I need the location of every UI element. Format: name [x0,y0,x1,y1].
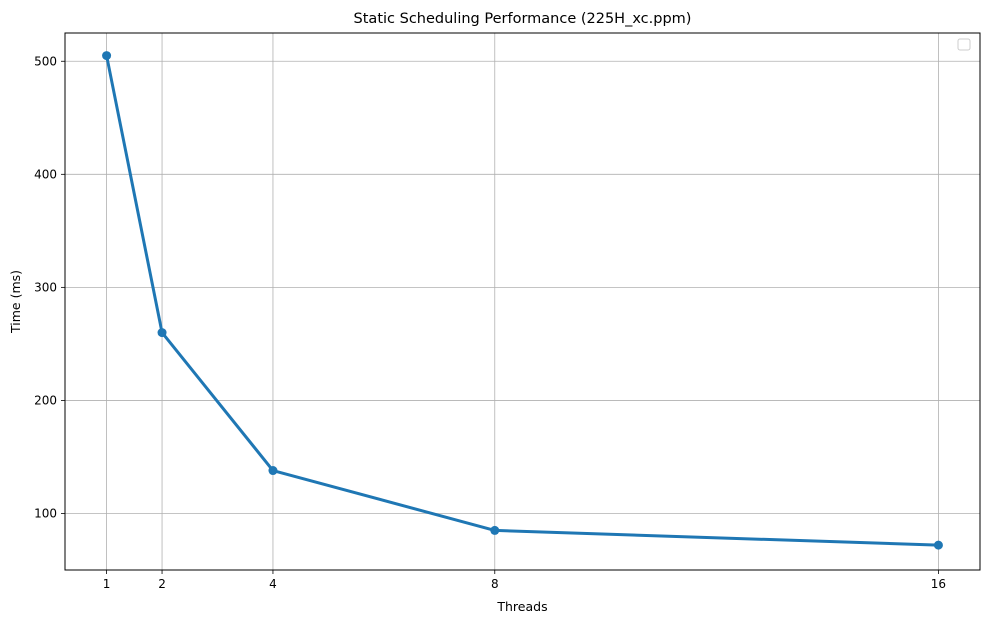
legend-box [957,38,971,51]
y-axis-label: Time (ms) [8,270,23,334]
y-tick-label: 200 [34,393,57,407]
data-point [268,466,278,476]
x-axis: 1 2 4 8 16 [103,570,946,591]
chart-title: Static Scheduling Performance (225H_xc.p… [354,11,692,27]
x-tick-label: 8 [491,577,499,591]
y-tick-label: 100 [34,506,57,520]
data-point [102,51,112,61]
y-axis: 100 200 300 400 500 [34,54,65,520]
y-tick-label: 500 [34,54,57,68]
series-layer [102,51,943,550]
data-point [933,540,943,550]
x-tick-label: 16 [931,577,946,591]
grid [65,33,980,570]
x-axis-label: Threads [496,599,547,614]
plot-frame [64,32,981,571]
data-point [490,525,500,535]
data-point [157,328,167,338]
y-tick-label: 400 [34,167,57,181]
x-tick-label: 4 [269,577,277,591]
x-tick-label: 1 [103,577,111,591]
x-tick-label: 2 [158,577,166,591]
y-tick-label: 300 [34,280,57,294]
